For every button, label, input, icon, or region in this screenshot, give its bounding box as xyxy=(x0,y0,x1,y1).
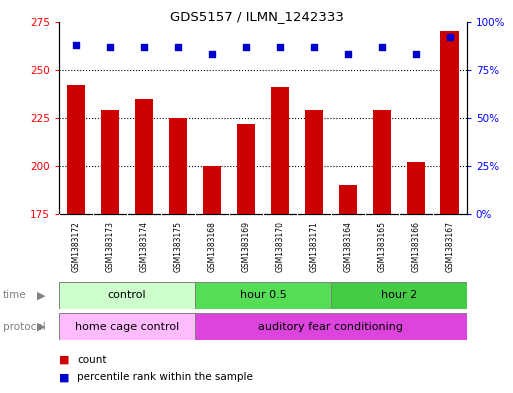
Text: ▶: ▶ xyxy=(37,290,46,300)
Text: hour 2: hour 2 xyxy=(381,290,417,300)
Text: GSM1383173: GSM1383173 xyxy=(106,221,114,272)
Text: count: count xyxy=(77,354,107,365)
Text: GSM1383175: GSM1383175 xyxy=(173,221,183,272)
Point xyxy=(378,44,386,50)
Point xyxy=(310,44,318,50)
Text: GSM1383170: GSM1383170 xyxy=(275,221,284,272)
Text: GSM1383164: GSM1383164 xyxy=(343,221,352,272)
Bar xyxy=(101,110,120,214)
Text: hour 0.5: hour 0.5 xyxy=(240,290,286,300)
Bar xyxy=(406,162,425,214)
Bar xyxy=(236,124,255,214)
Text: GSM1383165: GSM1383165 xyxy=(378,221,386,272)
Bar xyxy=(203,166,221,214)
Text: GDS5157 / ILMN_1242333: GDS5157 / ILMN_1242333 xyxy=(170,10,343,23)
Point xyxy=(72,42,80,48)
Text: GSM1383171: GSM1383171 xyxy=(309,221,319,272)
Point xyxy=(344,51,352,57)
Text: home cage control: home cage control xyxy=(75,321,179,332)
Text: ▶: ▶ xyxy=(37,321,46,332)
Bar xyxy=(59,282,195,309)
Bar xyxy=(67,85,85,214)
Point xyxy=(242,44,250,50)
Bar xyxy=(270,87,289,214)
Point xyxy=(446,34,454,40)
Bar xyxy=(331,282,467,309)
Text: protocol: protocol xyxy=(3,321,45,332)
Text: GSM1383174: GSM1383174 xyxy=(140,221,148,272)
Point xyxy=(208,51,216,57)
Bar xyxy=(372,110,391,214)
Bar xyxy=(169,118,187,214)
Bar xyxy=(59,313,195,340)
Text: GSM1383166: GSM1383166 xyxy=(411,221,420,272)
Text: GSM1383172: GSM1383172 xyxy=(71,221,81,272)
Text: GSM1383167: GSM1383167 xyxy=(445,221,455,272)
Bar xyxy=(441,31,459,214)
Bar xyxy=(195,313,467,340)
Bar xyxy=(195,282,331,309)
Point xyxy=(174,44,182,50)
Text: time: time xyxy=(3,290,26,300)
Point xyxy=(412,51,420,57)
Bar xyxy=(339,185,357,214)
Text: ■: ■ xyxy=(59,372,69,382)
Point xyxy=(276,44,284,50)
Text: control: control xyxy=(108,290,146,300)
Text: GSM1383168: GSM1383168 xyxy=(207,221,216,272)
Bar xyxy=(305,110,323,214)
Text: percentile rank within the sample: percentile rank within the sample xyxy=(77,372,253,382)
Text: ■: ■ xyxy=(59,354,69,365)
Text: GSM1383169: GSM1383169 xyxy=(242,221,250,272)
Bar xyxy=(134,99,153,214)
Point xyxy=(106,44,114,50)
Text: auditory fear conditioning: auditory fear conditioning xyxy=(259,321,403,332)
Point xyxy=(140,44,148,50)
